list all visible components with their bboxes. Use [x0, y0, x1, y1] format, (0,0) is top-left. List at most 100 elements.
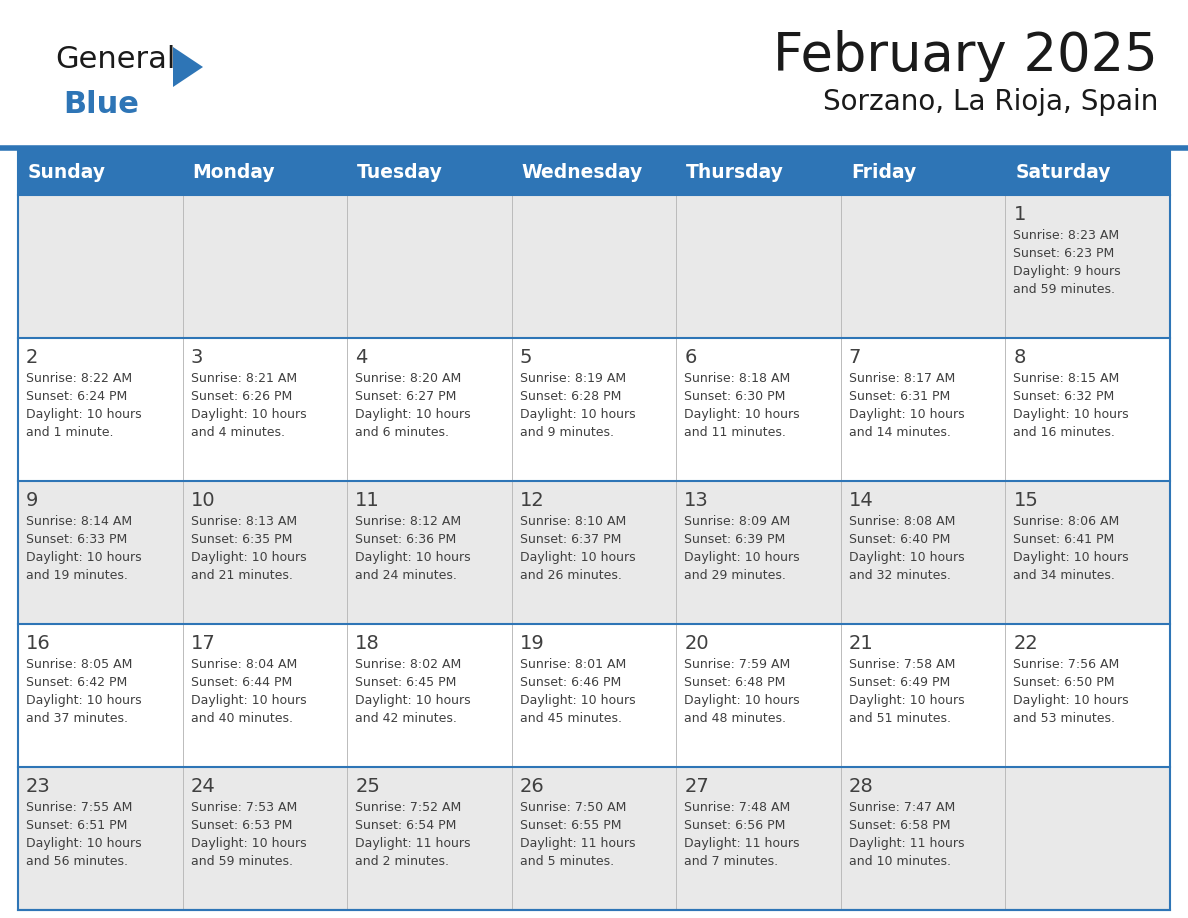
Text: 5: 5 [519, 348, 532, 367]
Bar [18, 195, 1170, 338]
Text: Sunset: 6:56 PM: Sunset: 6:56 PM [684, 819, 785, 832]
Text: Sunrise: 7:55 AM: Sunrise: 7:55 AM [26, 801, 132, 814]
Text: Sunrise: 7:53 AM: Sunrise: 7:53 AM [190, 801, 297, 814]
Text: Sunset: 6:31 PM: Sunset: 6:31 PM [849, 390, 950, 403]
Text: 13: 13 [684, 491, 709, 510]
Text: 15: 15 [1013, 491, 1038, 510]
Bar [18, 624, 1170, 767]
Text: and 34 minutes.: and 34 minutes. [1013, 569, 1116, 582]
Text: Sunset: 6:40 PM: Sunset: 6:40 PM [849, 533, 950, 546]
Text: Daylight: 11 hours: Daylight: 11 hours [849, 837, 965, 850]
Text: 1: 1 [1013, 205, 1025, 224]
Bar [18, 767, 1170, 910]
Bar [18, 481, 1170, 624]
Text: 20: 20 [684, 634, 709, 653]
Text: Sunset: 6:35 PM: Sunset: 6:35 PM [190, 533, 292, 546]
Text: Sunrise: 7:50 AM: Sunrise: 7:50 AM [519, 801, 626, 814]
Text: and 29 minutes.: and 29 minutes. [684, 569, 786, 582]
Text: Daylight: 9 hours: Daylight: 9 hours [1013, 265, 1121, 278]
Text: Daylight: 10 hours: Daylight: 10 hours [355, 408, 470, 421]
Text: and 5 minutes.: and 5 minutes. [519, 855, 614, 868]
Polygon shape [173, 47, 203, 87]
Text: 21: 21 [849, 634, 873, 653]
Text: General: General [55, 45, 176, 74]
Text: and 16 minutes.: and 16 minutes. [1013, 426, 1116, 439]
Text: Sunset: 6:30 PM: Sunset: 6:30 PM [684, 390, 785, 403]
Text: 10: 10 [190, 491, 215, 510]
Text: 27: 27 [684, 777, 709, 796]
Text: Sunrise: 8:05 AM: Sunrise: 8:05 AM [26, 658, 132, 671]
Text: and 21 minutes.: and 21 minutes. [190, 569, 292, 582]
Text: Friday: Friday [851, 162, 916, 182]
Text: Sunrise: 8:21 AM: Sunrise: 8:21 AM [190, 372, 297, 385]
Text: and 53 minutes.: and 53 minutes. [1013, 712, 1116, 725]
Text: Daylight: 10 hours: Daylight: 10 hours [684, 551, 800, 564]
Text: and 45 minutes.: and 45 minutes. [519, 712, 621, 725]
Text: Sunset: 6:27 PM: Sunset: 6:27 PM [355, 390, 456, 403]
Text: Sunrise: 8:13 AM: Sunrise: 8:13 AM [190, 515, 297, 528]
Text: Sunset: 6:58 PM: Sunset: 6:58 PM [849, 819, 950, 832]
Text: and 51 minutes.: and 51 minutes. [849, 712, 950, 725]
Text: Sunset: 6:44 PM: Sunset: 6:44 PM [190, 676, 292, 689]
Text: and 59 minutes.: and 59 minutes. [1013, 283, 1116, 296]
Text: and 11 minutes.: and 11 minutes. [684, 426, 786, 439]
Text: Wednesday: Wednesday [522, 162, 643, 182]
Text: Sunrise: 7:48 AM: Sunrise: 7:48 AM [684, 801, 790, 814]
Text: Sunset: 6:23 PM: Sunset: 6:23 PM [1013, 247, 1114, 260]
Text: Tuesday: Tuesday [358, 162, 443, 182]
Text: Sunrise: 8:01 AM: Sunrise: 8:01 AM [519, 658, 626, 671]
Text: Daylight: 10 hours: Daylight: 10 hours [684, 408, 800, 421]
Text: Daylight: 10 hours: Daylight: 10 hours [519, 408, 636, 421]
Text: Sunset: 6:26 PM: Sunset: 6:26 PM [190, 390, 292, 403]
Text: Sunset: 6:33 PM: Sunset: 6:33 PM [26, 533, 127, 546]
Text: Sunrise: 8:08 AM: Sunrise: 8:08 AM [849, 515, 955, 528]
Text: 19: 19 [519, 634, 544, 653]
Text: Daylight: 11 hours: Daylight: 11 hours [519, 837, 636, 850]
Text: Sunrise: 8:20 AM: Sunrise: 8:20 AM [355, 372, 461, 385]
Text: Sunday: Sunday [29, 162, 106, 182]
Text: 25: 25 [355, 777, 380, 796]
Text: Sunset: 6:39 PM: Sunset: 6:39 PM [684, 533, 785, 546]
Text: Sunrise: 8:14 AM: Sunrise: 8:14 AM [26, 515, 132, 528]
Text: 17: 17 [190, 634, 215, 653]
Text: Sunset: 6:42 PM: Sunset: 6:42 PM [26, 676, 127, 689]
Text: and 4 minutes.: and 4 minutes. [190, 426, 285, 439]
Text: Sunrise: 8:12 AM: Sunrise: 8:12 AM [355, 515, 461, 528]
Text: Sunrise: 8:04 AM: Sunrise: 8:04 AM [190, 658, 297, 671]
Text: Daylight: 10 hours: Daylight: 10 hours [1013, 408, 1129, 421]
Text: 7: 7 [849, 348, 861, 367]
Bar [18, 149, 1170, 195]
Text: Sunrise: 7:58 AM: Sunrise: 7:58 AM [849, 658, 955, 671]
Text: Sunrise: 7:52 AM: Sunrise: 7:52 AM [355, 801, 461, 814]
Text: 18: 18 [355, 634, 380, 653]
Text: Daylight: 10 hours: Daylight: 10 hours [849, 551, 965, 564]
Text: Sunrise: 8:09 AM: Sunrise: 8:09 AM [684, 515, 790, 528]
Text: 23: 23 [26, 777, 51, 796]
Text: Daylight: 10 hours: Daylight: 10 hours [684, 694, 800, 707]
Text: 22: 22 [1013, 634, 1038, 653]
Text: and 7 minutes.: and 7 minutes. [684, 855, 778, 868]
Text: 26: 26 [519, 777, 544, 796]
Text: and 1 minute.: and 1 minute. [26, 426, 114, 439]
Text: 14: 14 [849, 491, 873, 510]
Text: Daylight: 10 hours: Daylight: 10 hours [355, 551, 470, 564]
Text: 11: 11 [355, 491, 380, 510]
Text: Daylight: 11 hours: Daylight: 11 hours [684, 837, 800, 850]
Text: Sunrise: 7:56 AM: Sunrise: 7:56 AM [1013, 658, 1119, 671]
Text: Sunrise: 8:19 AM: Sunrise: 8:19 AM [519, 372, 626, 385]
Text: Sunrise: 8:02 AM: Sunrise: 8:02 AM [355, 658, 461, 671]
Text: Sunrise: 8:18 AM: Sunrise: 8:18 AM [684, 372, 790, 385]
Text: Sunset: 6:32 PM: Sunset: 6:32 PM [1013, 390, 1114, 403]
Text: and 19 minutes.: and 19 minutes. [26, 569, 128, 582]
Text: Sunset: 6:55 PM: Sunset: 6:55 PM [519, 819, 621, 832]
Text: Sunset: 6:53 PM: Sunset: 6:53 PM [190, 819, 292, 832]
Text: Sunrise: 8:15 AM: Sunrise: 8:15 AM [1013, 372, 1119, 385]
Text: Sorzano, La Rioja, Spain: Sorzano, La Rioja, Spain [822, 88, 1158, 116]
Text: Sunset: 6:45 PM: Sunset: 6:45 PM [355, 676, 456, 689]
Text: Daylight: 10 hours: Daylight: 10 hours [355, 694, 470, 707]
Text: Saturday: Saturday [1016, 162, 1111, 182]
Text: Sunset: 6:37 PM: Sunset: 6:37 PM [519, 533, 621, 546]
Text: Daylight: 10 hours: Daylight: 10 hours [190, 694, 307, 707]
Text: and 26 minutes.: and 26 minutes. [519, 569, 621, 582]
Text: and 9 minutes.: and 9 minutes. [519, 426, 614, 439]
